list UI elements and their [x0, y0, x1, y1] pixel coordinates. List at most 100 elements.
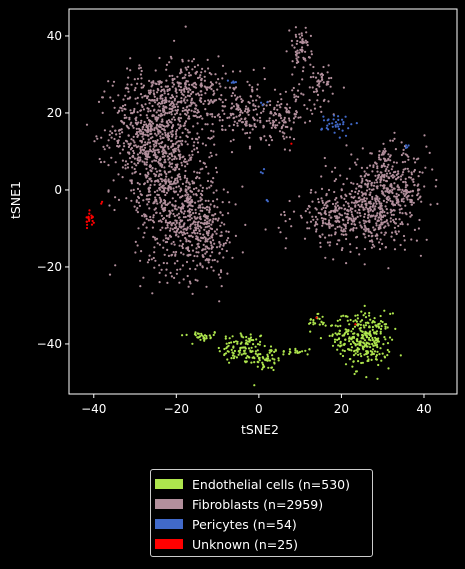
- scatter-point: [247, 107, 250, 110]
- scatter-point: [140, 69, 143, 73]
- scatter-point: [190, 190, 194, 193]
- scatter-point: [216, 88, 219, 91]
- scatter-point: [371, 348, 375, 351]
- scatter-point: [332, 114, 336, 117]
- scatter-point: [293, 46, 296, 49]
- scatter-point: [162, 110, 165, 113]
- scatter-point: [165, 68, 168, 71]
- scatter-point: [219, 211, 222, 214]
- scatter-point: [134, 251, 137, 254]
- scatter-point: [161, 136, 164, 139]
- scatter-point: [303, 237, 307, 240]
- scatter-point: [153, 251, 156, 254]
- scatter-point: [370, 358, 373, 361]
- scatter-point: [399, 175, 403, 178]
- scatter-point: [143, 163, 146, 166]
- scatter-point: [162, 261, 165, 265]
- scatter-point: [177, 140, 180, 143]
- scatter-point: [129, 57, 132, 60]
- scatter-point: [266, 353, 269, 356]
- scatter-point: [168, 135, 171, 138]
- scatter-point: [127, 145, 130, 149]
- scatter-point: [260, 137, 263, 140]
- scatter-point: [210, 73, 213, 76]
- scatter-point: [143, 95, 146, 98]
- scatter-point: [308, 211, 311, 214]
- scatter-point: [349, 250, 352, 253]
- scatter-point: [288, 136, 292, 139]
- scatter-point: [269, 122, 272, 125]
- scatter-point: [163, 99, 166, 102]
- scatter-point: [140, 132, 143, 135]
- scatter-point: [359, 214, 362, 217]
- scatter-point: [155, 144, 158, 147]
- scatter-point: [314, 322, 317, 325]
- scatter-point: [147, 194, 150, 197]
- scatter-point: [288, 119, 291, 122]
- scatter-point: [343, 349, 346, 353]
- scatter-point: [168, 165, 171, 168]
- scatter-point: [392, 213, 395, 216]
- scatter-point: [153, 159, 156, 162]
- scatter-point: [199, 215, 202, 218]
- scatter-point: [320, 72, 323, 75]
- scatter-point: [401, 223, 404, 226]
- scatter-point: [163, 166, 166, 169]
- scatter-point: [381, 165, 384, 168]
- scatter-point: [235, 115, 238, 118]
- scatter-point: [367, 358, 370, 361]
- scatter-point: [357, 360, 360, 363]
- scatter-point: [186, 227, 189, 230]
- scatter-point: [259, 335, 262, 338]
- scatter-point: [313, 224, 316, 227]
- scatter-point: [306, 353, 309, 356]
- scatter-point: [192, 85, 195, 88]
- scatter-point: [367, 213, 370, 216]
- scatter-point: [161, 102, 164, 105]
- scatter-point: [364, 202, 367, 205]
- scatter-point: [320, 321, 323, 324]
- scatter-point: [203, 75, 206, 78]
- scatter-point: [354, 370, 358, 373]
- scatter-point: [273, 111, 277, 115]
- scatter-point: [147, 152, 150, 155]
- scatter-point: [404, 153, 407, 156]
- scatter-point: [199, 209, 202, 212]
- scatter-point: [383, 147, 386, 150]
- scatter-point: [358, 221, 361, 224]
- scatter-point: [297, 116, 300, 119]
- scatter-point: [334, 125, 337, 128]
- scatter-point: [155, 211, 158, 214]
- scatter-point: [356, 343, 359, 346]
- scatter-point: [376, 212, 379, 215]
- scatter-point: [176, 179, 179, 182]
- scatter-point: [379, 347, 382, 350]
- scatter-point: [298, 33, 301, 36]
- scatter-point: [333, 215, 337, 218]
- scatter-point: [413, 228, 416, 231]
- scatter-point: [180, 251, 183, 254]
- scatter-point: [312, 323, 315, 326]
- scatter-point: [271, 357, 274, 360]
- scatter-point: [307, 204, 310, 208]
- scatter-point: [241, 346, 244, 349]
- scatter-point: [201, 128, 204, 131]
- scatter-point: [323, 98, 326, 101]
- scatter-point: [190, 97, 194, 100]
- scatter-point: [168, 100, 171, 103]
- scatter-point: [178, 81, 181, 84]
- scatter-point: [262, 168, 266, 171]
- scatter-point: [168, 215, 171, 219]
- scatter-point: [221, 124, 224, 128]
- scatter-point: [334, 231, 337, 234]
- scatter-point: [174, 234, 178, 237]
- scatter-point: [133, 205, 136, 208]
- scatter-point: [182, 225, 185, 228]
- scatter-point: [317, 211, 320, 215]
- scatter-point: [224, 335, 227, 338]
- scatter-point: [230, 81, 233, 84]
- scatter-point: [376, 177, 379, 180]
- scatter-point: [354, 323, 357, 326]
- scatter-point: [151, 114, 154, 117]
- scatter-point: [147, 141, 150, 144]
